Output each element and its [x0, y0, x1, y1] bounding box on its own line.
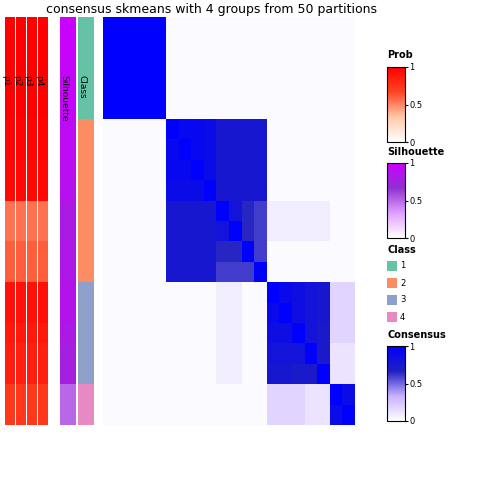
- Text: 4: 4: [400, 312, 405, 322]
- Text: consensus skmeans with 4 groups from 50 partitions: consensus skmeans with 4 groups from 50 …: [46, 3, 377, 16]
- Text: p3: p3: [23, 75, 32, 87]
- Text: Class: Class: [387, 245, 416, 255]
- Text: Class: Class: [77, 75, 86, 99]
- Text: Silhouette: Silhouette: [59, 75, 68, 121]
- Text: Silhouette: Silhouette: [387, 147, 444, 157]
- Text: 3: 3: [400, 295, 405, 304]
- Text: 1: 1: [400, 262, 405, 271]
- Text: Consensus: Consensus: [387, 330, 446, 340]
- Text: p1: p1: [1, 75, 10, 87]
- Text: 2: 2: [400, 279, 405, 287]
- Text: Prob: Prob: [387, 50, 413, 60]
- Text: p4: p4: [34, 75, 43, 86]
- Text: p2: p2: [12, 75, 21, 86]
